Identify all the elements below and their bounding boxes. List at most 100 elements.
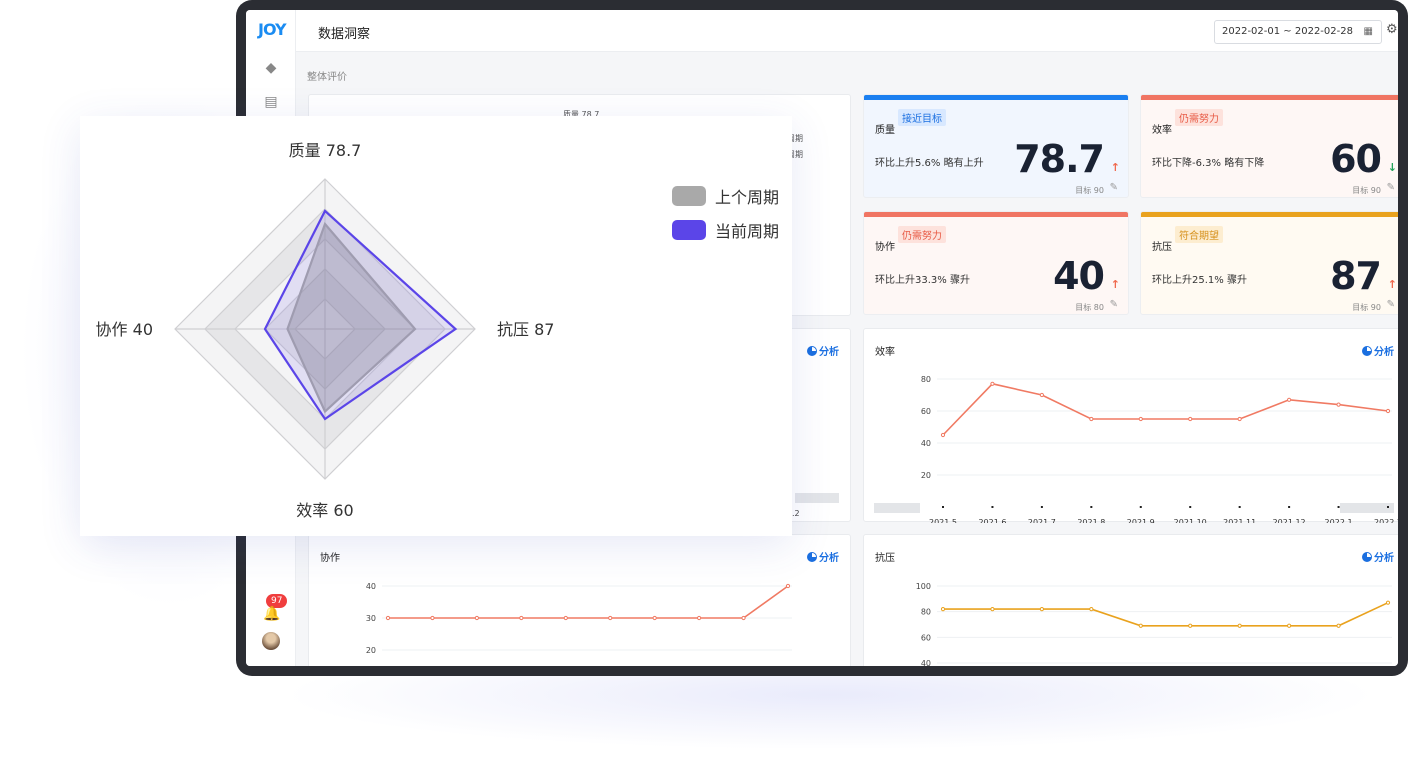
- x-tick-label: 2021.9: [1127, 518, 1155, 523]
- data-point[interactable]: [1336, 623, 1341, 628]
- data-point[interactable]: [1237, 416, 1242, 422]
- data-point[interactable]: [430, 615, 435, 621]
- bell-icon[interactable]: 🔔: [263, 606, 281, 622]
- x-tick-label: 2021.5: [929, 518, 957, 523]
- chart-title: 效率: [875, 347, 895, 358]
- analysis-label: 分析: [819, 553, 839, 564]
- data-point[interactable]: [785, 583, 791, 589]
- data-point[interactable]: [1188, 623, 1193, 628]
- gear-icon[interactable]: ⚙: [1386, 22, 1398, 37]
- scroll-track[interactable]: [795, 493, 839, 503]
- y-tick-label: 80: [921, 375, 931, 384]
- data-point[interactable]: [1237, 623, 1242, 628]
- card-name: 质量: [875, 125, 895, 136]
- layers-icon[interactable]: ◆: [265, 60, 277, 76]
- data-point[interactable]: [1385, 408, 1391, 414]
- data-point[interactable]: [1287, 397, 1292, 402]
- card-target: 目标 90: [1352, 303, 1381, 312]
- legend-fragment: 周期: [787, 134, 803, 143]
- zoom-slider-window[interactable]: [920, 503, 1340, 513]
- x-tick-label: 2021.7: [1028, 518, 1056, 523]
- card-target: 目标 90: [1075, 186, 1104, 195]
- radar-fragment-label: 质量 78.7: [563, 110, 600, 119]
- data-point[interactable]: [1336, 402, 1341, 407]
- data-point[interactable]: [697, 615, 702, 621]
- y-tick-label: 20: [366, 646, 376, 655]
- card-target: 目标 80: [1075, 303, 1104, 312]
- data-point[interactable]: [652, 615, 657, 621]
- data-point[interactable]: [1039, 392, 1044, 398]
- analysis-button[interactable]: 分析: [807, 549, 839, 564]
- card-trend-text: 环比下降-6.3% 略有下降: [1152, 158, 1265, 169]
- data-point[interactable]: [563, 615, 568, 621]
- axis-fragment: .2: [792, 509, 800, 518]
- folder-icon[interactable]: ▤: [264, 94, 278, 110]
- data-point[interactable]: [990, 381, 995, 386]
- avatar[interactable]: [262, 632, 280, 650]
- trend-arrow-icon: ↓: [1387, 161, 1397, 174]
- edit-icon[interactable]: ✎: [1109, 299, 1118, 310]
- edit-icon[interactable]: ✎: [1109, 182, 1118, 193]
- data-point[interactable]: [1138, 623, 1143, 628]
- series-line: [388, 585, 789, 619]
- legend-label: 上个周期: [715, 188, 780, 207]
- y-tick-label: 60: [921, 407, 931, 416]
- trend-arrow-icon: ↑: [1387, 278, 1397, 291]
- y-tick-label: 20: [921, 471, 931, 480]
- x-tick-label: 2021.10: [1174, 518, 1207, 523]
- data-point[interactable]: [1089, 416, 1094, 422]
- data-point[interactable]: [474, 615, 479, 621]
- analysis-button[interactable]: 分析: [807, 343, 839, 358]
- analysis-button[interactable]: 分析: [1362, 549, 1394, 564]
- pie-icon: [807, 346, 817, 356]
- card-trend-text: 环比上升5.6% 略有上升: [875, 158, 984, 169]
- card-value: 78.7: [1014, 137, 1105, 181]
- radar-series-current[interactable]: [263, 209, 458, 421]
- legend-label: 当前周期: [715, 222, 780, 241]
- series-line: [943, 601, 1389, 627]
- trend-arrow-icon: ↑: [1110, 161, 1120, 174]
- analysis-button[interactable]: 分析: [1362, 343, 1394, 358]
- date-range-picker[interactable]: 2022-02-01 ~ 2022-02-28 ▦: [1214, 20, 1382, 44]
- data-point[interactable]: [940, 432, 946, 438]
- stress-chart-panel: 抗压 分析 100 80 60 40: [863, 534, 1398, 666]
- app-logo: JOY: [258, 20, 287, 39]
- edit-icon[interactable]: ✎: [1386, 299, 1395, 310]
- data-point[interactable]: [608, 615, 613, 621]
- section-label: 整体评价: [307, 72, 347, 83]
- y-tick-label: 60: [921, 633, 931, 642]
- legend-fragment: 周期: [787, 150, 803, 159]
- x-tick-mark: [991, 506, 994, 508]
- data-point[interactable]: [1089, 607, 1094, 612]
- x-tick-label: 2021.12: [1273, 518, 1306, 523]
- x-tick-label: 2021.8: [1077, 518, 1105, 523]
- data-point[interactable]: [1188, 416, 1193, 422]
- status-badge: 符合期望: [1175, 226, 1223, 243]
- data-point[interactable]: [519, 615, 524, 621]
- metric-card: 效率 仍需努力 环比下降-6.3% 略有下降 60 ↓ 目标 90 ✎: [1140, 94, 1398, 198]
- data-point[interactable]: [990, 607, 995, 612]
- chart-title: 抗压: [875, 553, 895, 564]
- header: 数据洞察 2022-02-01 ~ 2022-02-28 ▦ ⚙: [296, 10, 1398, 52]
- stress-line-chart: 100 80 60 40: [916, 582, 1392, 666]
- data-point[interactable]: [385, 615, 391, 621]
- card-value: 87: [1330, 254, 1382, 298]
- card-trend-text: 环比上升25.1% 骤升: [1152, 275, 1247, 286]
- data-point[interactable]: [1138, 416, 1143, 422]
- card-target: 目标 90: [1352, 186, 1381, 195]
- legend-swatch: [672, 186, 706, 206]
- data-point[interactable]: [1385, 600, 1391, 605]
- radar-indicator-label: 抗压 87: [497, 320, 554, 339]
- metric-card: 协作 仍需努力 环比上升33.3% 骤升 40 ↑ 目标 80 ✎: [863, 211, 1129, 315]
- trend-arrow-icon: ↑: [1110, 278, 1120, 291]
- data-point[interactable]: [1287, 623, 1292, 628]
- metric-card: 质量 接近目标 环比上升5.6% 略有上升 78.7 ↑ 目标 90 ✎: [863, 94, 1129, 198]
- x-tick-mark: [1139, 506, 1142, 508]
- radar-series-previous[interactable]: [286, 221, 417, 414]
- edit-icon[interactable]: ✎: [1386, 182, 1395, 193]
- data-point[interactable]: [741, 615, 746, 621]
- pie-icon: [1362, 552, 1372, 562]
- data-point[interactable]: [940, 607, 946, 612]
- radar-chart-overlay: 质量 78.7 抗压 87 效率 60 协作 40 上个周期 当前周期: [80, 116, 792, 536]
- data-point[interactable]: [1039, 607, 1044, 612]
